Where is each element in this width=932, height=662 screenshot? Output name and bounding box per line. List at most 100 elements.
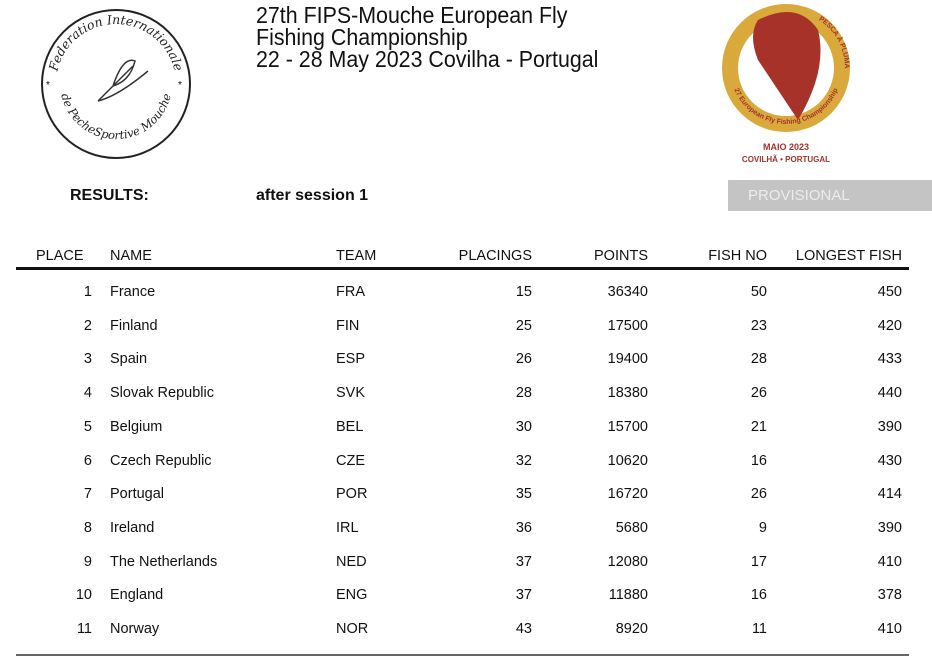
col-longest: LONGEST FISH	[795, 248, 902, 264]
footer-divider	[16, 654, 909, 656]
cell-name: Finland	[110, 317, 158, 334]
table-row: 7 Portugal POR 35 16720 26 414	[0, 486, 932, 506]
cell-points: 18380	[607, 385, 648, 402]
col-placings: PLACINGS	[458, 248, 532, 264]
cell-fish-no: 50	[750, 284, 767, 300]
cell-fish-no: 21	[750, 418, 767, 435]
cell-longest: 390	[877, 418, 902, 435]
page-title: 27th FIPS-Mouche European Fly Fishing Ch…	[256, 2, 599, 72]
cell-longest: 414	[877, 486, 902, 503]
cell-placings: 36	[515, 519, 532, 536]
cell-team: BEL	[336, 418, 364, 435]
cell-place: 11	[76, 621, 92, 637]
title-line-2: Fishing Championship	[256, 24, 468, 50]
cell-team: FRA	[336, 284, 365, 300]
cell-longest: 378	[877, 587, 902, 604]
cell-name: Ireland	[110, 519, 155, 536]
cell-fish-no: 9	[758, 519, 767, 536]
cell-longest: 410	[877, 621, 902, 637]
cell-fish-no: 17	[750, 553, 767, 570]
cell-longest: 390	[877, 519, 902, 536]
table-row: 8 Ireland IRL 36 5680 9 390	[0, 520, 932, 540]
cell-place: 9	[83, 553, 92, 570]
cell-name: The Netherlands	[110, 553, 218, 570]
cell-placings: 32	[515, 452, 532, 469]
cell-place: 3	[83, 351, 92, 368]
cell-points: 10620	[607, 452, 648, 469]
cell-fish-no: 28	[750, 351, 767, 368]
cell-name: Czech Republic	[110, 452, 212, 469]
cell-longest: 433	[877, 351, 902, 368]
cell-placings: 26	[515, 351, 532, 368]
cell-place: 4	[83, 385, 92, 402]
col-place: PLACE	[36, 248, 84, 264]
cell-name: France	[110, 284, 156, 300]
fips-logo: * * Federation Internationale de PecheSpo…	[38, 6, 194, 167]
cell-name: England	[110, 587, 164, 604]
cell-fish-no: 16	[750, 452, 767, 469]
table-row: 1 France FRA 15 36340 50 450	[0, 284, 932, 304]
cell-place: 10	[75, 587, 92, 604]
header-divider	[16, 267, 909, 270]
cell-points: 19400	[607, 351, 648, 368]
svg-text:*: *	[178, 80, 182, 91]
cell-place: 5	[83, 418, 92, 435]
results-label: RESULTS:	[70, 187, 149, 204]
table-row: 2 Finland FIN 25 17500 23 420	[0, 318, 932, 338]
cell-points: 36340	[607, 284, 648, 300]
cell-placings: 15	[515, 284, 532, 300]
cell-team: IRL	[336, 519, 359, 536]
table-row: 5 Belgium BEL 30 15700 21 390	[0, 419, 932, 439]
cell-name: Spain	[110, 351, 148, 368]
championship-logo: 27 European Fly Fishing Championship PES…	[718, 0, 858, 180]
left-logo-top-text: Federation Internationale	[45, 12, 186, 73]
cell-name: Norway	[110, 621, 160, 637]
cell-points: 5680	[615, 519, 648, 536]
cell-placings: 37	[515, 587, 532, 604]
table-row: 6 Czech Republic CZE 32 10620 16 430	[0, 453, 932, 473]
cell-points: 17500	[607, 317, 648, 334]
cell-longest: 430	[877, 452, 902, 469]
cell-team: CZE	[336, 452, 365, 469]
cell-fish-no: 26	[750, 486, 767, 503]
col-fish-no: FISH NO	[708, 248, 767, 264]
col-team: TEAM	[336, 248, 377, 264]
svg-text:*: *	[46, 80, 50, 91]
cell-points: 16720	[607, 486, 648, 503]
cell-placings: 37	[515, 553, 532, 570]
cell-points: 15700	[607, 418, 648, 435]
cell-team: ENG	[336, 587, 368, 604]
session-label: after session 1	[256, 187, 369, 204]
cell-placings: 28	[515, 385, 532, 402]
cell-longest: 450	[877, 284, 902, 300]
cell-points: 11880	[608, 587, 648, 604]
title-line-1: 27th FIPS-Mouche European Fly	[256, 2, 568, 28]
col-points: POINTS	[594, 248, 648, 264]
table-row: 3 Spain ESP 26 19400 28 433	[0, 351, 932, 371]
cell-team: ESP	[336, 351, 366, 368]
cell-team: SVK	[336, 385, 366, 402]
cell-fish-no: 11	[751, 621, 767, 637]
status-badge: PROVISIONAL	[728, 180, 932, 211]
cell-longest: 420	[877, 317, 902, 334]
cell-name: Portugal	[110, 486, 165, 503]
cell-fish-no: 23	[750, 317, 767, 334]
cell-name: Slovak Republic	[110, 385, 214, 402]
cell-fish-no: 26	[750, 385, 767, 402]
cell-fish-no: 16	[750, 587, 767, 604]
table-row: 11 Norway NOR 43 8920 11 410	[0, 621, 932, 641]
cell-place: 2	[83, 317, 92, 334]
cell-name: Belgium	[110, 418, 163, 435]
right-logo-date: MAIO 2023	[763, 142, 809, 152]
cell-team: NOR	[336, 621, 369, 637]
cell-team: NED	[336, 553, 367, 570]
title-line-3: 22 - 28 May 2023 Covilha - Portugal	[256, 46, 599, 72]
cell-placings: 25	[515, 317, 532, 334]
cell-longest: 440	[877, 385, 902, 402]
cell-team: FIN	[336, 317, 360, 334]
table-row: 9 The Netherlands NED 37 12080 17 410	[0, 554, 932, 574]
cell-longest: 410	[877, 553, 902, 570]
col-name: NAME	[110, 248, 152, 264]
cell-points: 8920	[615, 621, 648, 637]
table-row: 10 England ENG 37 11880 16 378	[0, 587, 932, 607]
